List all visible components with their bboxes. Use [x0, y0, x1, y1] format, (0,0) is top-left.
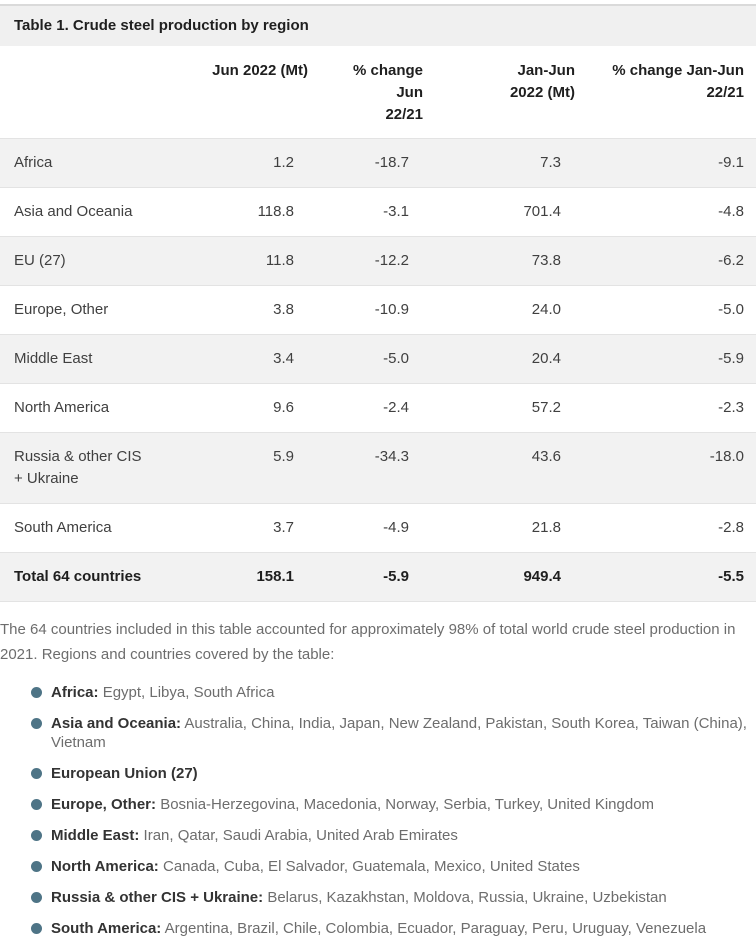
pct-change-jun-cell: -2.4: [383, 399, 409, 416]
bullet-icon: [31, 923, 42, 934]
region-cell: Africa: [14, 154, 53, 171]
legend-country-list: Argentina, Brazil, Chile, Colombia, Ecua…: [164, 920, 707, 937]
legend-country-list: Bosnia-Herzegovina, Macedonia, Norway, S…: [160, 796, 655, 813]
pct-change-jan-jun-cell: -6.2: [718, 252, 744, 269]
column-header-pct-change-jan-jun: % change Jan-Jun 22/21: [612, 62, 744, 101]
region-cell: Asia and Oceania: [14, 203, 133, 220]
jan-jun-2022-cell: 20.4: [531, 350, 561, 367]
pct-change-jan-jun-cell: -5.0: [718, 301, 744, 318]
pct-change-jan-jun-cell: -18.0: [709, 448, 744, 465]
bullet-icon: [31, 830, 42, 841]
pct-change-jun-cell: -3.1: [383, 203, 409, 220]
pct-change-jun-cell: -34.3: [374, 448, 409, 465]
jun-2022-cell: 3.8: [273, 301, 294, 318]
table-row: South America 3.7 -4.9 21.8 -2.8: [0, 503, 756, 553]
pct-change-jun-cell: -10.9: [374, 301, 409, 318]
jun-2022-cell: 9.6: [273, 399, 294, 416]
legend-region-label: Asia and Oceania:: [51, 715, 182, 732]
legend-region-label: Africa:: [51, 684, 99, 701]
legend-region-label: Middle East:: [51, 827, 140, 844]
legend-country-list: Iran, Qatar, Saudi Arabia, United Arab E…: [143, 827, 458, 844]
region-legend-list: Africa: Egypt, Libya, South Africa Asia …: [0, 683, 756, 938]
table-row: Africa 1.2 -18.7 7.3 -9.1: [0, 138, 756, 188]
bullet-icon: [31, 718, 42, 729]
pct-change-jun-cell: -5.0: [383, 350, 409, 367]
jun-2022-cell: 3.7: [273, 519, 294, 536]
legend-country-list: Australia, China, India, Japan, New Zeal…: [51, 715, 747, 751]
jan-jun-2022-cell: 21.8: [531, 519, 561, 536]
legend-region-label: Europe, Other:: [51, 796, 157, 813]
pct-change-jan-jun-cell: -2.3: [718, 399, 744, 416]
bullet-icon: [31, 687, 42, 698]
legend-item: Russia & other CIS + Ukraine: Belarus, K…: [31, 888, 756, 907]
table-row: EU (27) 11.8 -12.2 73.8 -6.2: [0, 236, 756, 286]
table-row: North America 9.6 -2.4 57.2 -2.3: [0, 383, 756, 433]
bullet-icon: [31, 768, 42, 779]
legend-item: Asia and Oceania: Australia, China, Indi…: [31, 714, 756, 752]
legend-region-label: Russia & other CIS + Ukraine:: [51, 889, 264, 906]
legend-region-label: North America:: [51, 858, 159, 875]
jan-jun-2022-cell: 7.3: [540, 154, 561, 171]
legend-country-list: Belarus, Kazakhstan, Moldova, Russia, Uk…: [267, 889, 667, 906]
region-cell: Europe, Other: [14, 301, 109, 318]
column-header-pct-change-jun: % change Jun 22/21: [352, 62, 423, 123]
legend-item: Europe, Other: Bosnia-Herzegovina, Maced…: [31, 795, 756, 814]
legend-item: North America: Canada, Cuba, El Salvador…: [31, 857, 756, 876]
table-row: Europe, Other 3.8 -10.9 24.0 -5.0: [0, 285, 756, 335]
legend-item: South America: Argentina, Brazil, Chile,…: [31, 919, 756, 938]
jun-2022-cell: 1.2: [273, 154, 294, 171]
bullet-icon: [31, 892, 42, 903]
jun-2022-cell: 3.4: [273, 350, 294, 367]
pct-change-jan-jun-cell: -2.8: [718, 519, 744, 536]
legend-region-label: European Union (27): [51, 765, 198, 782]
jan-jun-2022-cell: 73.8: [531, 252, 561, 269]
jun-2022-cell: 5.9: [273, 448, 294, 465]
region-cell: Russia & other CIS + Ukraine: [14, 448, 142, 487]
region-cell: EU (27): [14, 252, 66, 269]
table-row: Middle East 3.4 -5.0 20.4 -5.9: [0, 334, 756, 384]
pct-change-jun-cell: -12.2: [374, 252, 409, 269]
legend-item: European Union (27): [31, 764, 756, 783]
jan-jun-2022-cell: 43.6: [531, 448, 561, 465]
legend-country-list: Egypt, Libya, South Africa: [102, 684, 275, 701]
region-cell: North America: [14, 399, 110, 416]
region-cell: Middle East: [14, 350, 93, 367]
pct-change-jan-jun-cell: -5.9: [718, 350, 744, 367]
pct-change-jan-jun-cell: -9.1: [718, 154, 744, 171]
pct-change-jan-jun-cell: -4.8: [718, 203, 744, 220]
pct-change-jun-cell: -18.7: [374, 154, 409, 171]
column-header-jun-2022: Jun 2022 (Mt): [212, 62, 308, 79]
bullet-icon: [31, 799, 42, 810]
jan-jun-2022-cell: 24.0: [531, 301, 561, 318]
column-header-jan-jun-2022: Jan-Jun 2022 (Mt): [509, 62, 575, 101]
table-caption: Table 1. Crude steel production by regio…: [0, 4, 756, 46]
legend-item: Middle East: Iran, Qatar, Saudi Arabia, …: [31, 826, 756, 845]
jan-jun-2022-cell: 949.4: [523, 568, 561, 585]
pct-change-jan-jun-cell: -5.5: [718, 568, 744, 585]
jun-2022-cell: 158.1: [256, 568, 294, 585]
crude-steel-table: Jun 2022 (Mt) % change Jun 22/21 Jan-Jun…: [0, 46, 756, 602]
table-row: Russia & other CIS + Ukraine 5.9 -34.3 4…: [0, 432, 756, 504]
table-header-row: Jun 2022 (Mt) % change Jun 22/21 Jan-Jun…: [0, 46, 756, 139]
jan-jun-2022-cell: 57.2: [531, 399, 561, 416]
table-row: Asia and Oceania 118.8 -3.1 701.4 -4.8: [0, 187, 756, 237]
region-cell: Total 64 countries: [14, 568, 142, 585]
legend-item: Africa: Egypt, Libya, South Africa: [31, 683, 756, 702]
jun-2022-cell: 118.8: [257, 203, 294, 220]
jan-jun-2022-cell: 701.4: [523, 203, 561, 220]
pct-change-jun-cell: -5.9: [383, 568, 409, 585]
pct-change-jun-cell: -4.9: [383, 519, 409, 536]
column-header-region: [0, 46, 150, 139]
footnote-text: The 64 countries included in this table …: [0, 621, 736, 663]
region-cell: South America: [14, 519, 112, 536]
bullet-icon: [31, 861, 42, 872]
legend-region-label: South America:: [51, 920, 162, 937]
table-row: Total 64 countries 158.1 -5.9 949.4 -5.5: [0, 552, 756, 602]
legend-country-list: Canada, Cuba, El Salvador, Guatemala, Me…: [162, 858, 580, 875]
jun-2022-cell: 11.8: [265, 252, 294, 269]
